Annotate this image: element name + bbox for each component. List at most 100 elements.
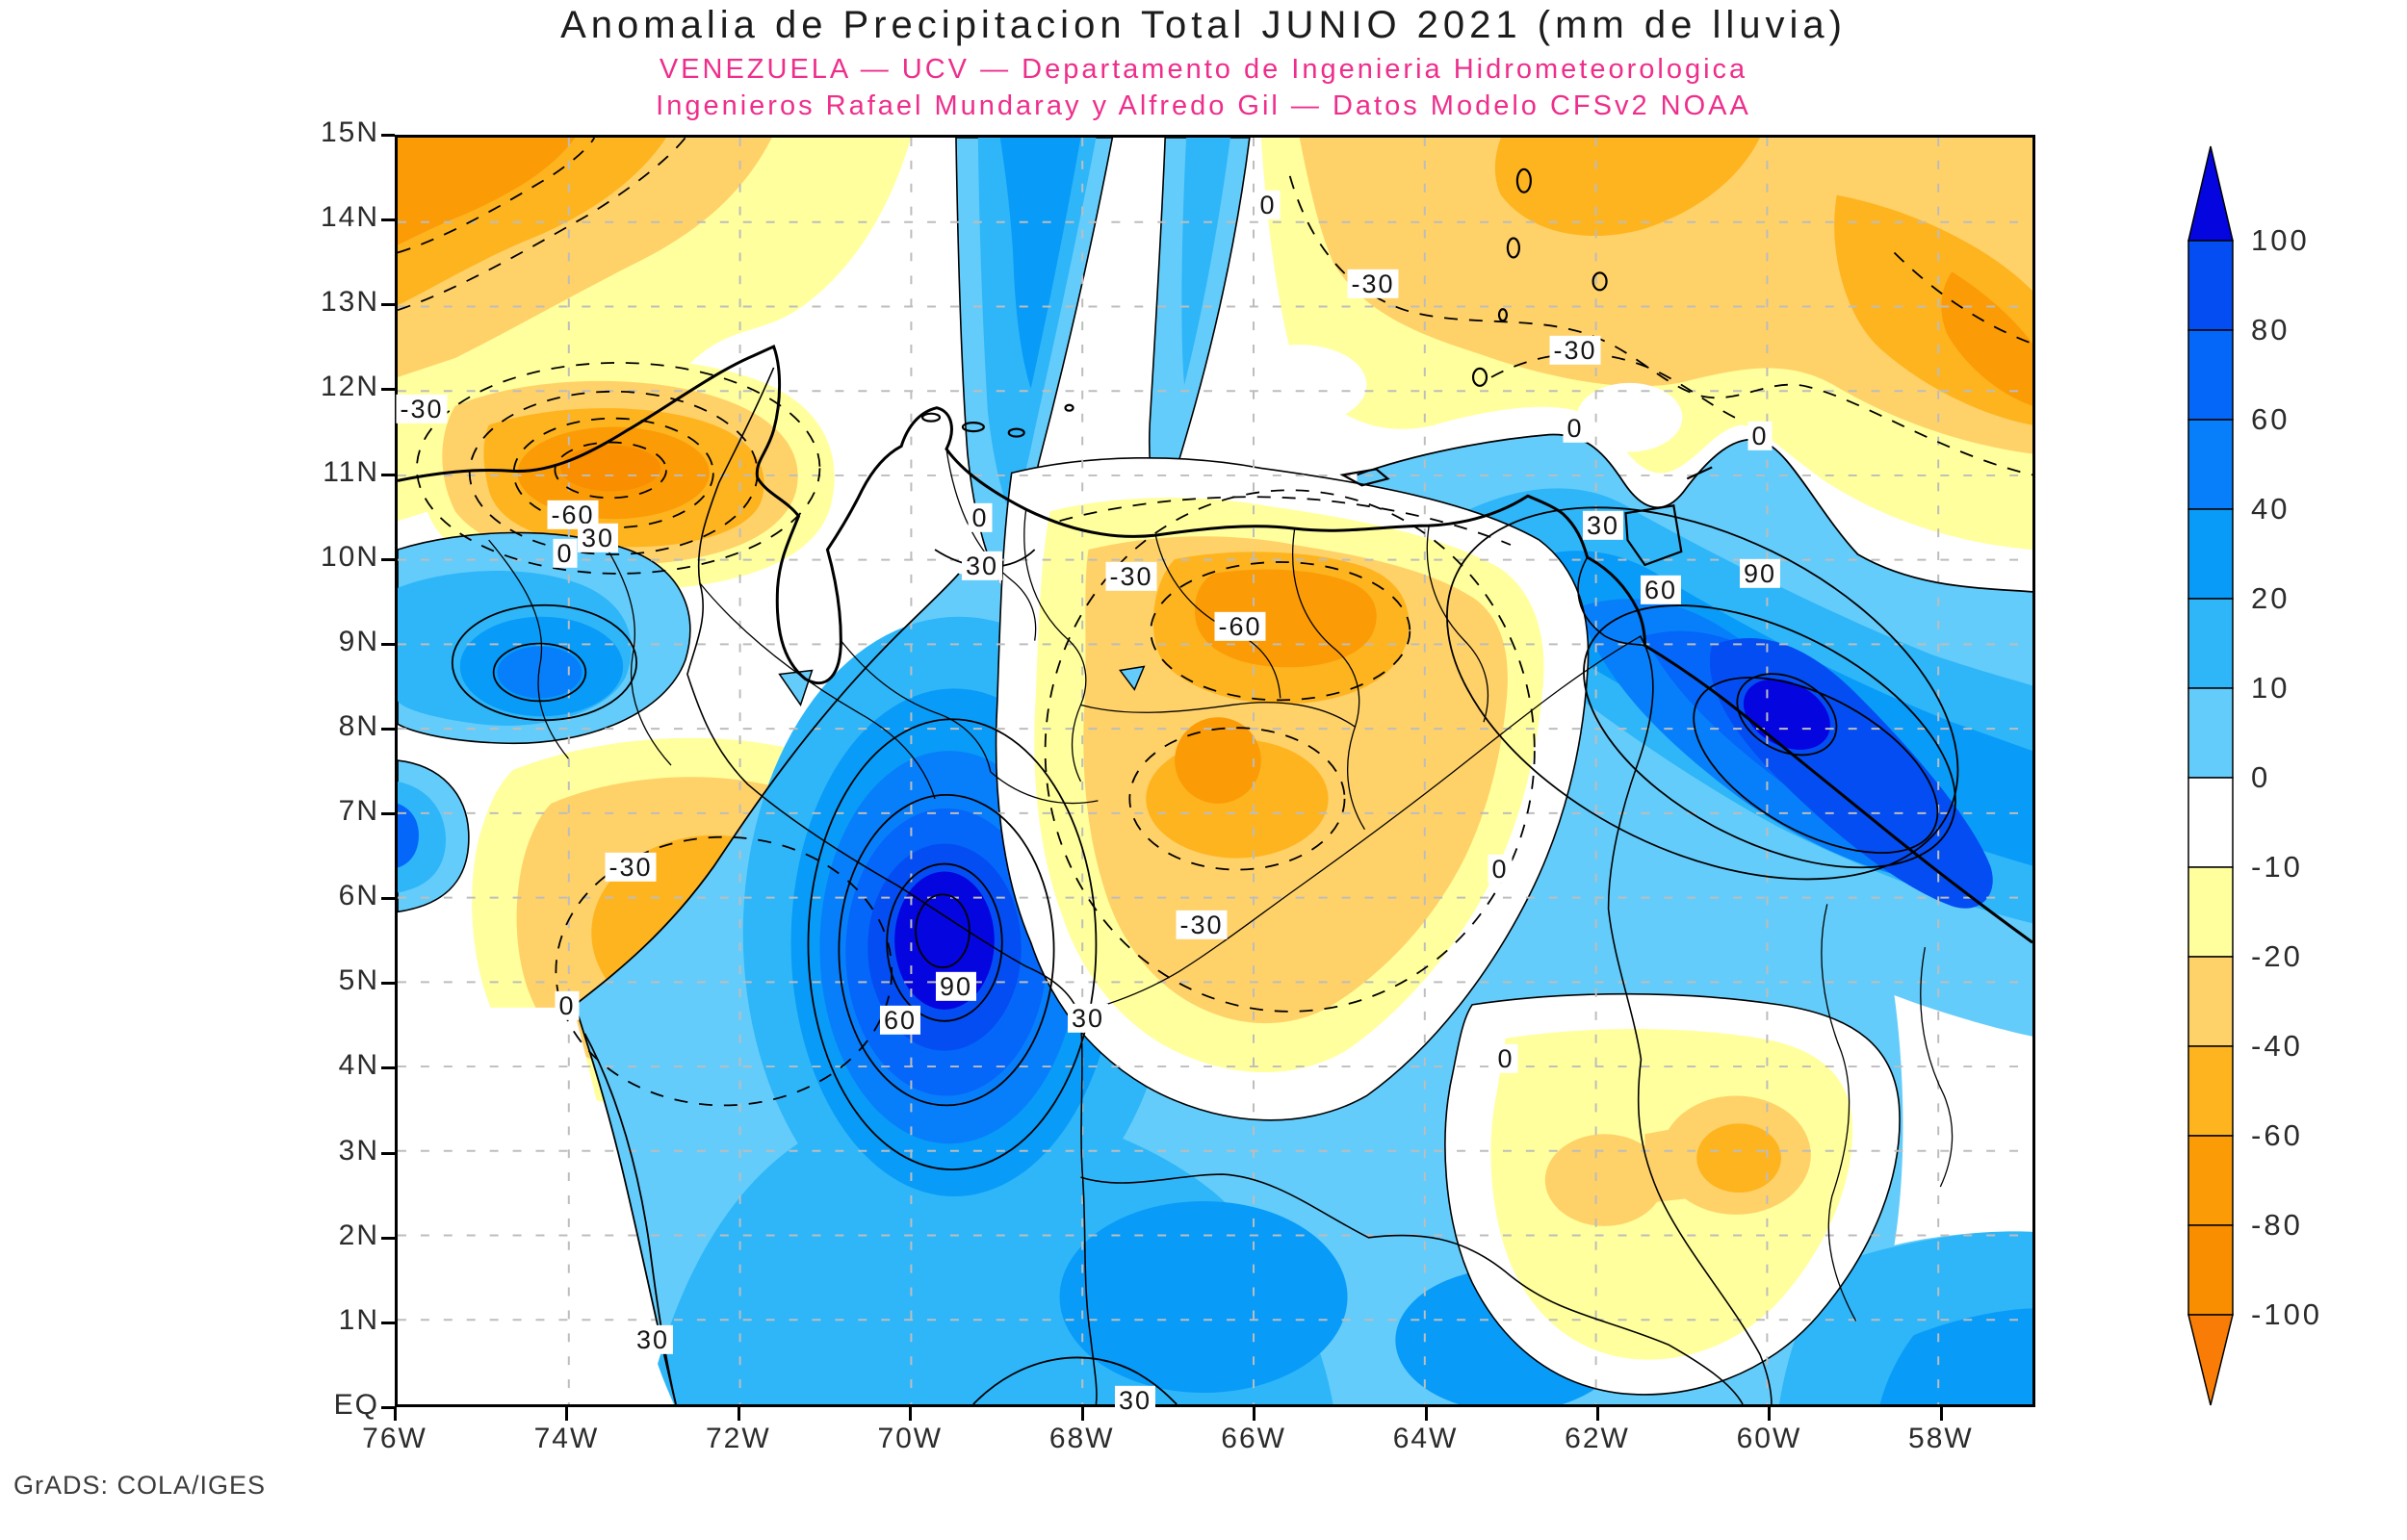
lon-tick	[565, 1407, 569, 1421]
lat-tick-label: 15N	[320, 116, 379, 148]
contour-label: -60	[1214, 611, 1266, 642]
contour-label: 30	[1582, 510, 1624, 541]
lon-tick	[1253, 1407, 1256, 1421]
lat-tick-label: 12N	[320, 371, 379, 403]
colorbar-tick-label: 60	[2251, 402, 2291, 436]
contour-label: -30	[1347, 269, 1399, 299]
lon-tick-label: 58W	[1908, 1423, 1974, 1454]
contour-label: 0	[553, 538, 578, 569]
colorbar	[2187, 144, 2236, 1410]
anomaly-map: -30 -60 30 0 0 30 -30 0 -30 -30 0 0 30 60 90 -60 -30 0 0 -3…	[395, 135, 2035, 1416]
islands	[920, 167, 1713, 567]
lon-tick	[737, 1407, 740, 1421]
lon-tick	[1424, 1407, 1428, 1421]
colorbar-segment	[2187, 777, 2234, 868]
colorbar-segment	[2187, 419, 2234, 510]
lat-tick	[381, 727, 395, 731]
colorbar-segment	[2187, 1224, 2234, 1316]
contour-label: 60	[879, 1005, 921, 1036]
contour-label: 0	[1747, 421, 1773, 451]
colorbar-tick-label: 0	[2251, 760, 2271, 794]
contour-label: 60	[1640, 575, 1682, 605]
lat-tick-label: 13N	[320, 286, 379, 319]
contour-label: 30	[577, 523, 619, 553]
contour-label: 30	[961, 551, 1003, 581]
lon-tick	[1939, 1407, 1943, 1421]
lat-tick	[381, 218, 395, 222]
colorbar-tick-label: -80	[2251, 1208, 2303, 1242]
lon-tick-label: 66W	[1221, 1423, 1286, 1454]
colorbar-arrow-bottom	[2187, 1314, 2234, 1406]
colorbar-tick-label: -60	[2251, 1118, 2303, 1152]
colorbar-tick-label: 100	[2251, 223, 2310, 257]
contour-label: -30	[396, 394, 448, 424]
colorbar-tick-label: -100	[2251, 1297, 2323, 1331]
lat-tick-label: 10N	[320, 540, 379, 573]
lat-tick	[381, 557, 395, 561]
contour-lines	[398, 138, 2032, 1404]
colorbar-segment	[2187, 687, 2234, 779]
fill-regions	[398, 138, 2032, 1404]
lat-tick	[381, 1151, 395, 1155]
contour-map-canvas	[398, 138, 2032, 1404]
contour-label: 0	[1563, 413, 1588, 444]
contour-label: 0	[1488, 854, 1513, 885]
colorbar-tick-label: -20	[2251, 939, 2303, 973]
lon-tick-label: 76W	[362, 1423, 427, 1454]
contour-label: 0	[555, 990, 580, 1021]
lat-tick-label: 11N	[323, 455, 379, 488]
lat-tick-label: 3N	[338, 1134, 379, 1167]
lat-tick	[381, 1066, 395, 1070]
colorbar-tick-label: 20	[2251, 581, 2291, 615]
contour-label: -30	[1105, 561, 1157, 592]
lon-tick-label: 68W	[1048, 1423, 1115, 1454]
lat-tick	[381, 642, 395, 646]
coastline	[398, 344, 2032, 944]
colorbar-segment	[2187, 1135, 2234, 1226]
lat-tick-label: 1N	[338, 1303, 379, 1336]
colorbar-segment	[2187, 1045, 2234, 1137]
contour-label: -30	[1176, 910, 1228, 940]
contour-label: 30	[1067, 1003, 1109, 1034]
colorbar-tick-label: -10	[2251, 850, 2303, 884]
contour-label: 30	[632, 1324, 674, 1355]
subtitle-institution: VENEZUELA — UCV — Departamento de Ingeni…	[659, 54, 1748, 85]
country-borders	[686, 367, 1773, 1404]
lon-tick	[1080, 1407, 1084, 1421]
colorbar-segment	[2187, 598, 2234, 689]
lon-tick	[909, 1407, 913, 1421]
lat-tick-label: 2N	[338, 1219, 379, 1251]
colorbar-tick-label: 40	[2251, 492, 2291, 526]
contour-label: -30	[1549, 335, 1601, 366]
lon-tick-label: 62W	[1565, 1423, 1630, 1454]
colorbar-segment	[2187, 956, 2234, 1047]
subtitle-authors: Ingenieros Rafael Mundaray y Alfredo Gil…	[656, 90, 1751, 121]
lat-tick	[381, 134, 395, 137]
lon-tick	[394, 1407, 397, 1421]
page-title: Anomalia de Precipitacion Total JUNIO 20…	[560, 4, 1847, 46]
lon-tick-label: 74W	[533, 1423, 600, 1454]
lat-tick-label: 7N	[338, 795, 379, 828]
contour-label: -30	[605, 852, 657, 883]
colorbar-tick-label: 10	[2251, 671, 2291, 705]
state-borders	[488, 449, 1954, 1322]
colorbar-segment	[2187, 240, 2234, 331]
contour-label: 30	[1114, 1385, 1156, 1416]
lat-tick-label: 8N	[338, 709, 379, 742]
contour-label: 0	[1255, 190, 1281, 220]
lat-tick	[381, 473, 395, 476]
lon-tick	[1596, 1407, 1599, 1421]
lat-tick-label: 5N	[338, 964, 379, 997]
lat-tick	[381, 1236, 395, 1240]
lat-tick-label: 14N	[320, 201, 379, 234]
lon-tick-label: 60W	[1736, 1423, 1802, 1454]
lat-tick	[381, 1406, 395, 1409]
contour-label: 90	[935, 971, 977, 1002]
lat-tick	[381, 1321, 395, 1324]
colorbar-arrow-top	[2187, 145, 2234, 242]
lon-tick	[1768, 1407, 1772, 1421]
lat-tick-label: EQ	[333, 1389, 379, 1421]
colorbar-segment	[2187, 866, 2234, 958]
contour-label: 90	[1739, 558, 1781, 589]
lat-tick	[381, 982, 395, 986]
